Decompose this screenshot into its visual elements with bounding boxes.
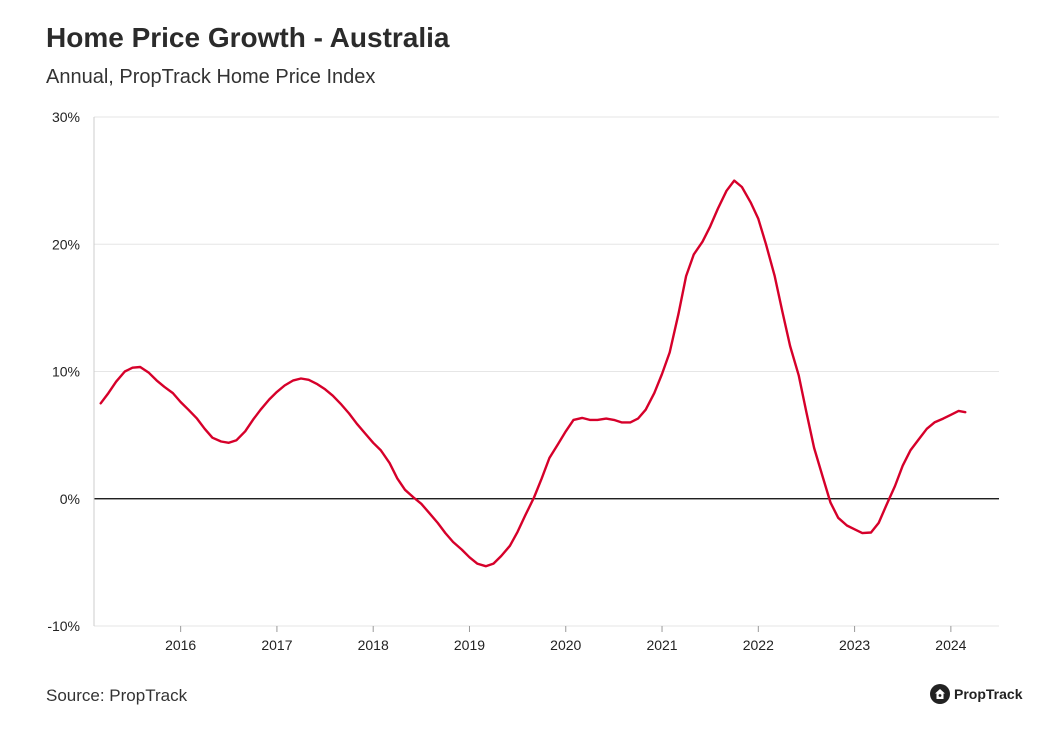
- y-tick-label: -10%: [47, 618, 80, 634]
- y-axis: -10% 0% 10% 20% 30%: [47, 109, 95, 634]
- chart-subtitle: Annual, PropTrack Home Price Index: [46, 66, 376, 88]
- x-tick-label: 2016: [165, 637, 196, 653]
- y-tick-label: 30%: [52, 109, 80, 125]
- chart-title: Home Price Growth - Australia: [46, 22, 450, 53]
- y-tick-label: 20%: [52, 236, 80, 252]
- x-tick-label: 2024: [935, 637, 966, 653]
- y-tick-label: 0%: [60, 491, 80, 507]
- y-tick-label: 10%: [52, 364, 80, 380]
- x-tick-label: 2022: [743, 637, 774, 653]
- x-tick-label: 2018: [358, 637, 389, 653]
- series-line: [99, 179, 967, 568]
- x-tick-label: 2020: [550, 637, 581, 653]
- x-tick-label: 2017: [261, 637, 292, 653]
- series-layer: [99, 179, 967, 568]
- x-tick-label: 2023: [839, 637, 870, 653]
- grid-lines: [94, 116, 999, 627]
- house-icon: [930, 684, 950, 704]
- x-axis: 2016 2017 2018 2019 2020 2021 2022 2023 2024: [165, 626, 967, 653]
- brand-logo: PropTrack: [930, 684, 1022, 704]
- source-note: Source: PropTrack: [46, 686, 188, 705]
- x-tick-label: 2021: [646, 637, 677, 653]
- brand-name: PropTrack: [954, 686, 1023, 702]
- x-tick-label: 2019: [454, 637, 485, 653]
